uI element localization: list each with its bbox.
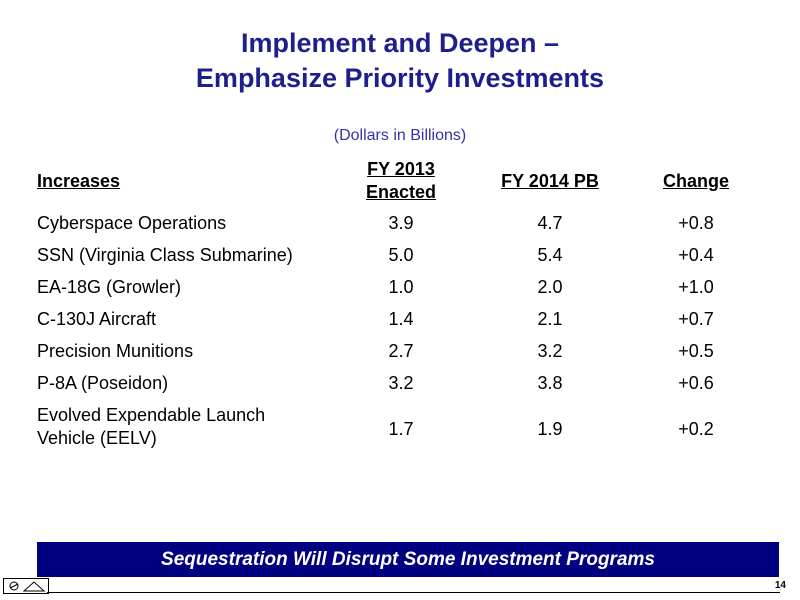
page-number: 14 <box>774 580 786 591</box>
row-fy2013: 2.7 <box>388 341 414 361</box>
row-change: +0.4 <box>678 245 714 265</box>
row-fy2013: 5.0 <box>388 245 414 265</box>
row-fy2014: 3.8 <box>537 373 563 393</box>
header-fy2014-pb: FY 2014 PB <box>501 171 599 191</box>
row-change: +0.2 <box>678 419 714 439</box>
header-change: Change <box>662 171 729 191</box>
row-fy2013: 3.9 <box>388 213 414 233</box>
row-name: Cyberspace Operations <box>37 213 227 233</box>
row-fy2013: 1.0 <box>388 277 414 297</box>
row-change: +1.0 <box>678 277 714 297</box>
row-name: SSN (Virginia Class Submarine) <box>37 245 293 265</box>
row-name: C-130J Aircraft <box>37 309 157 329</box>
sequestration-banner: Sequestration Will Disrupt Some Investme… <box>37 542 779 577</box>
footer-rule <box>47 592 780 593</box>
row-fy2014: 3.2 <box>537 341 563 361</box>
row-name: Evolved Expendable Launch Vehicle (EELV) <box>37 404 265 450</box>
row-name: EA-18G (Growler) <box>37 277 182 297</box>
row-change: +0.6 <box>678 373 714 393</box>
slide-title: Implement and Deepen – Emphasize Priorit… <box>0 26 800 96</box>
units-subtitle: (Dollars in Billions) <box>333 127 467 144</box>
row-name: P-8A (Poseidon) <box>37 373 169 393</box>
header-fy2013-line-1: FY 2013 <box>367 159 435 179</box>
logo-graphic-icon <box>9 581 46 592</box>
row-fy2014: 2.1 <box>537 309 563 329</box>
row-fy2014: 5.4 <box>537 245 563 265</box>
row-name: Precision Munitions <box>37 341 194 361</box>
slide-title-line-2: Emphasize Priority Investments <box>195 63 605 93</box>
row-fy2013: 1.7 <box>388 419 414 439</box>
row-fy2013: 1.4 <box>388 309 414 329</box>
row-name-line-2: Vehicle (EELV) <box>37 428 157 448</box>
row-change: +0.5 <box>678 341 714 361</box>
row-name-line-1: Evolved Expendable Launch <box>37 405 266 425</box>
row-change: +0.8 <box>678 213 714 233</box>
header-fy2013-enacted: FY 2013 Enacted <box>345 158 457 204</box>
row-fy2014: 2.0 <box>537 277 563 297</box>
row-change: +0.7 <box>678 309 714 329</box>
slide-title-line-1: Implement and Deepen – <box>240 28 560 58</box>
row-fy2013: 3.2 <box>388 373 414 393</box>
header-increases: Increases <box>37 171 121 191</box>
row-fy2014: 4.7 <box>537 213 563 233</box>
row-fy2014: 1.9 <box>537 419 563 439</box>
footer-logo-icon <box>3 578 49 594</box>
header-fy2013-line-2: Enacted <box>365 182 437 202</box>
